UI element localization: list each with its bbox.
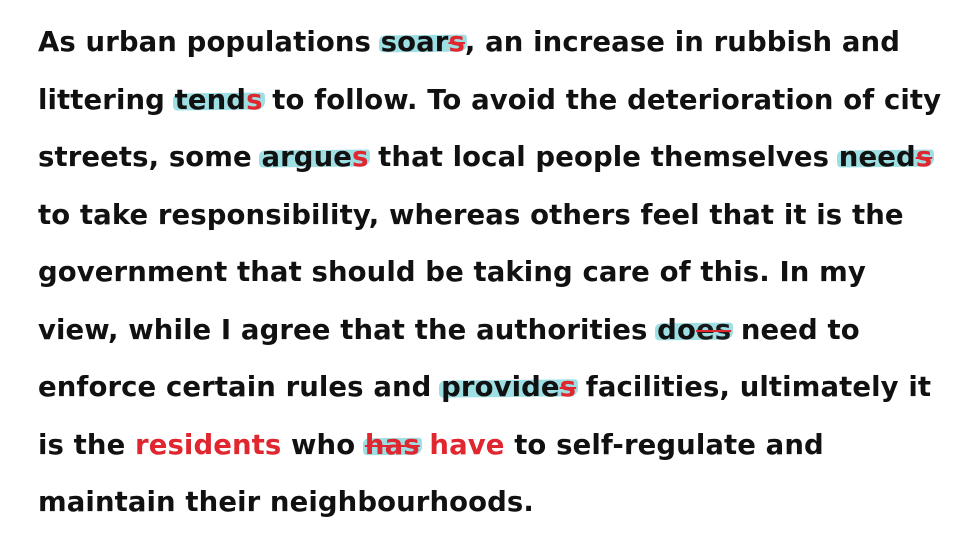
text-span: need to [731, 313, 860, 346]
text-span: government that should be taking care of… [38, 256, 866, 288]
verb-stem: argue [261, 141, 353, 173]
text-span: to self-regulate and [504, 428, 824, 461]
text-line-9: maintain their neighbourhoods. [38, 474, 968, 532]
text-span: enforce certain rules and [38, 371, 442, 403]
verb-stem: provide [441, 371, 560, 403]
error-suffix: s [246, 83, 263, 116]
text-span: streets, some [38, 141, 262, 173]
struck-suffix: s [915, 141, 933, 173]
struck-suffix: es [695, 313, 732, 346]
correction-word: have [419, 428, 505, 461]
text-line-6: view, while I agree that the authorities… [38, 302, 968, 360]
struck-suffix: s [559, 371, 577, 403]
error-suffix: s [352, 141, 369, 173]
text-line-7: enforce certain rules and provides facil… [38, 359, 968, 417]
verb-stem: do [657, 313, 696, 346]
highlight-verb-provide: provides [441, 359, 576, 417]
text-span: facilities, ultimately it [576, 371, 932, 403]
highlight-verb-soar: soars [381, 14, 465, 72]
highlight-verb-argue: argues [261, 129, 368, 187]
text-line-8: is the residents who has have to self-re… [38, 417, 968, 475]
text-span: maintain their neighbourhoods. [38, 486, 534, 518]
text-span: to follow. To avoid the deterioration of… [262, 83, 942, 116]
text-line-3: streets, some argues that local people t… [38, 129, 968, 187]
struck-word: has [364, 428, 420, 461]
verb-stem: need [838, 141, 916, 173]
highlight-verb-do: does [657, 302, 731, 360]
highlighted-subject: residents [135, 428, 282, 461]
highlight-verb-tend: tends [175, 72, 263, 130]
text-span: As urban populations [38, 26, 381, 58]
text-span: , an increase in rubbish and [464, 26, 900, 58]
verb-stem: tend [174, 83, 247, 116]
text-span: view, while I agree that the authorities [38, 313, 658, 346]
text-span: that local people themselves [368, 141, 839, 173]
text-span: to take responsibility, whereas others f… [38, 198, 904, 231]
text-span: who [281, 428, 365, 461]
text-span: littering [38, 83, 175, 116]
text-span: is the [38, 428, 136, 461]
essay-paragraph: As urban populations soars, an increase … [38, 14, 968, 532]
text-line-2: littering tends to follow. To avoid the … [38, 72, 968, 130]
highlight-verb-need: needs [839, 129, 932, 187]
text-line-5: government that should be taking care of… [38, 244, 968, 302]
text-line-4: to take responsibility, whereas others f… [38, 187, 968, 245]
highlight-verb-has: has [365, 417, 420, 475]
struck-suffix: s [448, 26, 465, 58]
verb-stem: soar [380, 26, 449, 58]
text-line-1: As urban populations soars, an increase … [38, 14, 968, 72]
